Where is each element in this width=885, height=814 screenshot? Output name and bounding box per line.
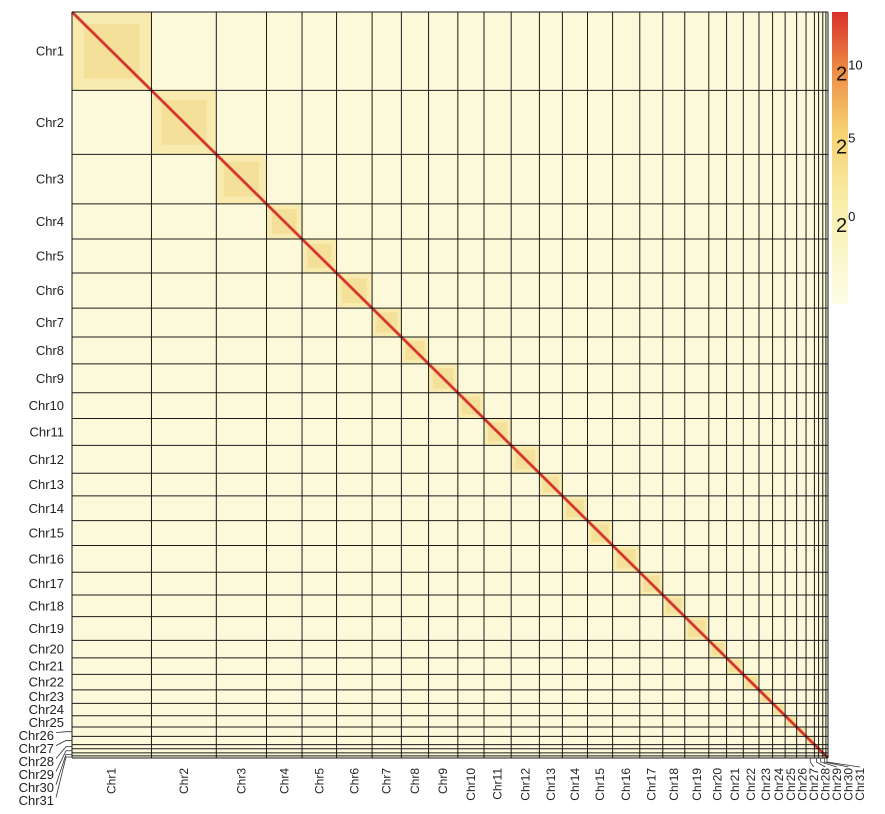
x-tick-label-chr16: Chr16 [619,768,633,801]
y-tick-label-chr24: Chr24 [29,702,64,717]
y-label-leader-chr28 [55,746,72,759]
x-tick-label-chr9: Chr9 [436,768,450,794]
x-tick-label-chr6: Chr6 [347,768,361,794]
x-tick-label-chr19: Chr19 [690,768,704,801]
x-tick-label-chr25: Chr25 [784,768,798,801]
x-tick-label-chr11: Chr11 [491,768,505,800]
x-tick-label-chr22: Chr22 [744,768,758,801]
colorbar-tick-exp-0: 0 [848,209,855,224]
y-tick-label-chr28: Chr28 [19,754,54,769]
colorbar: 2 102 52 0 [832,12,863,304]
y-tick-label-chr19: Chr19 [29,621,64,636]
y-tick-label-chr17: Chr17 [29,576,64,591]
x-tick-label-chr4: Chr4 [277,768,291,794]
y-label-leader-chr29 [55,750,72,772]
y-tick-label-chr2: Chr2 [36,115,64,130]
y-tick-label-chr22: Chr22 [29,675,64,690]
x-tick-label-chr1: Chr1 [105,768,119,794]
x-tick-label-chr17: Chr17 [644,768,658,801]
y-tick-label-chr4: Chr4 [36,214,64,229]
colorbar-tick-base-10: 2 [836,63,847,85]
y-tick-label-chr26: Chr26 [19,728,54,743]
x-tick-label-chr18: Chr18 [667,768,681,801]
colorbar-tick-base-0: 2 [836,215,847,237]
y-tick-label-chr11: Chr11 [30,424,64,439]
x-tick-label-chr23: Chr23 [759,768,773,801]
x-axis-labels: Chr1 Chr2 Chr3 Chr4 Chr5 Chr6 Chr7 Chr8 Chr9 Chr1… [105,758,867,801]
x-tick-label-chr15: Chr15 [593,768,607,801]
x-tick-label-chr29: Chr29 [830,768,844,801]
x-tick-label-chr27: Chr27 [807,768,821,801]
x-tick-label-chr8: Chr8 [408,768,422,794]
x-tick-label-chr5: Chr5 [312,768,326,794]
y-tick-label-chr12: Chr12 [29,452,64,467]
y-tick-label-chr15: Chr15 [29,526,64,541]
x-tick-label-chr3: Chr3 [234,768,248,794]
x-label-leader-chr31 [826,758,860,768]
x-label-leader-chr29 [820,758,837,768]
x-label-leader-chr28 [816,758,826,768]
y-label-leader-chr31 [55,756,72,798]
y-tick-label-chr23: Chr23 [29,689,64,704]
y-tick-label-chr18: Chr18 [29,598,64,613]
y-tick-label-chr27: Chr27 [19,741,54,756]
y-tick-label-chr25: Chr25 [29,715,64,730]
x-label-leader-chr27 [809,758,815,768]
y-label-leader-chr27 [55,740,72,746]
x-tick-label-chr13: Chr13 [544,768,558,801]
diagonal-signal-core [71,11,829,759]
y-tick-label-chr6: Chr6 [36,283,64,298]
x-tick-label-chr14: Chr14 [568,768,582,801]
y-tick-label-chr7: Chr7 [36,315,64,330]
x-tick-label-chr12: Chr12 [518,768,532,801]
colorbar-tick-exp-5: 5 [848,130,855,145]
y-label-leader-chr30 [55,753,72,785]
x-label-leader-chr30 [823,758,849,768]
colorbar-gradient [832,12,848,304]
y-tick-label-chr16: Chr16 [29,551,64,566]
y-tick-label-chr20: Chr20 [29,642,64,657]
x-tick-label-chr10: Chr10 [464,768,478,801]
x-tick-label-chr7: Chr7 [380,768,394,794]
colorbar-tick-exp-10: 10 [848,57,862,72]
y-tick-label-chr29: Chr29 [19,767,54,782]
colorbar-tick-base-5: 2 [836,136,847,158]
y-label-leader-chr26 [55,731,72,734]
x-tick-label-chr21: Chr21 [728,768,742,801]
y-tick-label-chr30: Chr30 [19,780,54,795]
y-tick-label-chr8: Chr8 [36,343,64,358]
heatmap-diagonal-blocks [70,10,830,760]
x-tick-label-chr30: Chr30 [841,768,855,801]
y-tick-label-chr14: Chr14 [29,501,64,516]
heatmap-grid-lines [71,11,829,759]
x-tick-label-chr31: Chr31 [853,768,867,801]
y-tick-label-chr9: Chr9 [36,371,64,386]
y-tick-label-chr5: Chr5 [36,249,64,264]
x-tick-label-chr2: Chr2 [177,768,191,794]
y-tick-label-chr1: Chr1 [36,44,64,59]
y-tick-label-chr31: Chr31 [19,793,54,808]
y-tick-label-chr21: Chr21 [29,659,64,674]
y-tick-label-chr13: Chr13 [29,477,64,492]
x-tick-label-chr28: Chr28 [818,768,832,801]
y-tick-label-chr3: Chr3 [36,172,64,187]
y-axis-labels: Chr1 Chr2 Chr3 Chr4 Chr5 Chr6 Chr7 Chr8 Chr9 Chr1… [19,44,72,808]
y-tick-label-chr10: Chr10 [29,398,64,413]
x-tick-label-chr20: Chr20 [711,768,725,801]
x-tick-label-chr26: Chr26 [795,768,809,801]
x-tick-label-chr24: Chr24 [772,768,786,801]
